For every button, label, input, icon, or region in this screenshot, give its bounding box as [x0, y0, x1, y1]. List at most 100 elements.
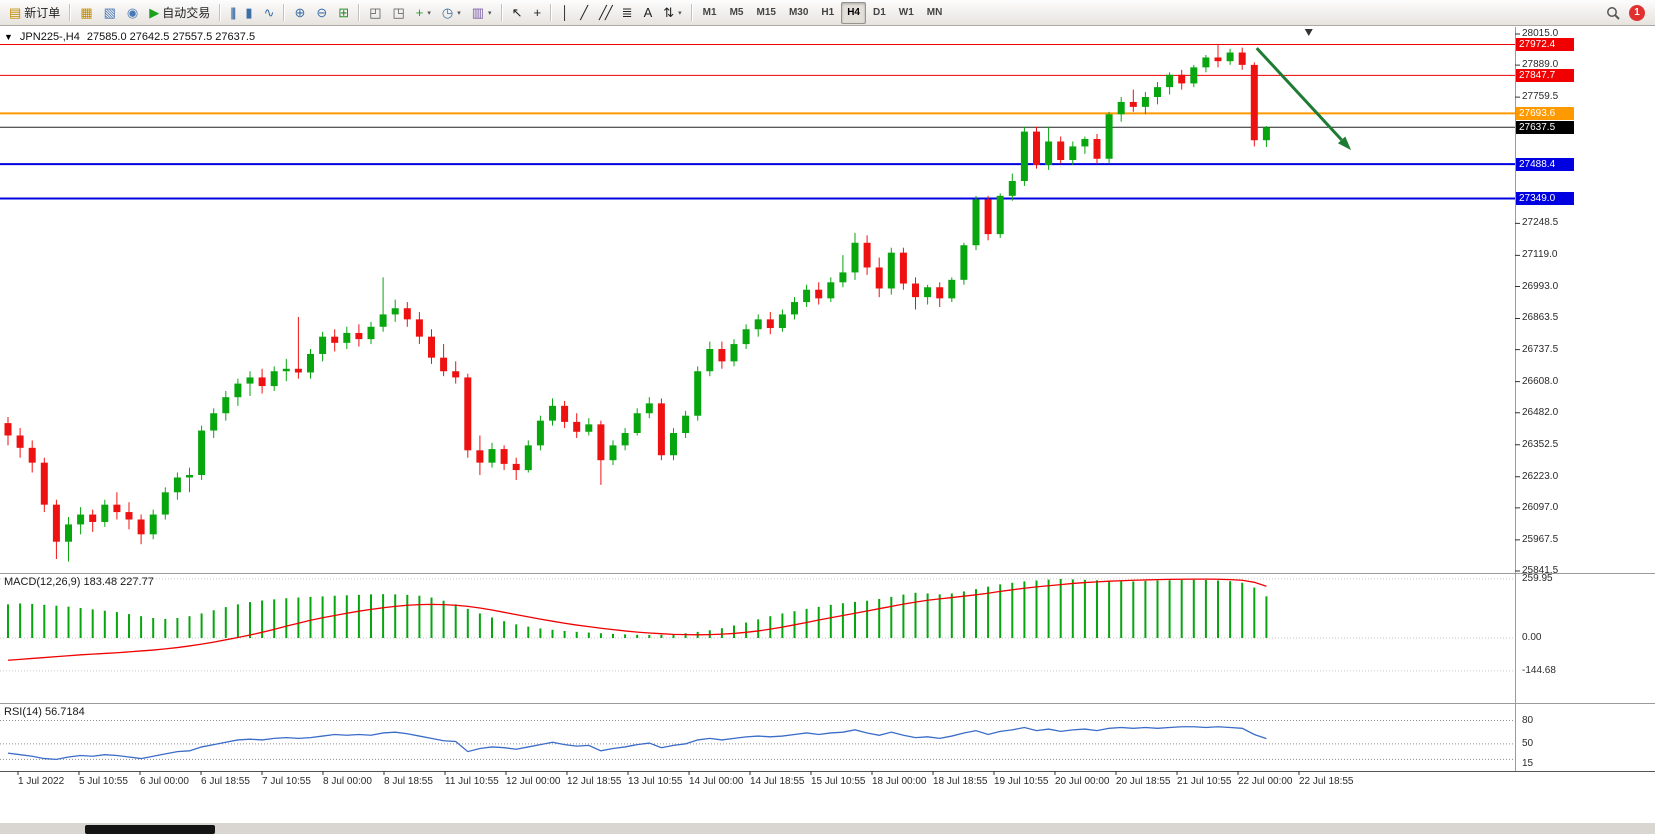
zoom-in-icon: ⊕: [294, 5, 306, 20]
toolbar-separator: [219, 4, 222, 21]
chart-title-bar: ▼ JPN225-,H4 27585.0 27642.5 27557.5 276…: [4, 31, 255, 43]
toolbar: ▤ 新订单 ▦ ▧ ◉ ▶ 自动交易 ||| ▮ ∿ ⊕ ⊖ ⊞ ◰ ◳ + ▾ ◷ ▾ ▥ ▾ ↖ + │ ╱ ╱╱ ≣ A ⇅ ▾ M1…: [0, 0, 1655, 26]
time-label: 14 Jul 18:55: [750, 776, 805, 787]
rsi-tick-label: 80: [1522, 714, 1534, 726]
timeframe-m1[interactable]: M1: [702, 7, 717, 18]
time-label: 8 Jul 00:00: [323, 776, 372, 787]
rsi-indicator-label: RSI(14) 56.7184: [4, 706, 85, 718]
bar-chart-button[interactable]: |||: [225, 1, 239, 24]
timeframe-h4[interactable]: H4: [841, 1, 866, 24]
price-tick-label: 25841.5: [1522, 565, 1559, 576]
zoom-out-icon: ⊖: [316, 5, 328, 20]
line-chart-button[interactable]: ∿: [259, 1, 280, 24]
time-label: 13 Jul 10:55: [628, 776, 683, 787]
trendline-button[interactable]: ╱: [575, 1, 593, 24]
autotrading-icon: ▶: [149, 5, 160, 20]
profiles-button[interactable]: ▧: [99, 1, 121, 24]
price-tick-label: 26352.5: [1522, 438, 1559, 450]
toolbar-separator: [69, 4, 72, 21]
templates-button[interactable]: ▥ ▾: [467, 1, 497, 24]
horizontal-level-lines[interactable]: [0, 44, 1515, 200]
text-button[interactable]: A: [639, 1, 658, 24]
tile-windows-button[interactable]: ⊞: [333, 1, 354, 24]
profiles-icon: ▧: [103, 5, 116, 20]
refresh-icon: ◉: [126, 5, 139, 20]
toolbar-group: ▦ ▧ ◉ ▶ 自动交易: [75, 1, 215, 24]
fibonacci-button[interactable]: ≣: [617, 1, 638, 24]
cursor-button[interactable]: ↖: [507, 1, 528, 24]
equidistant-channel-icon: ╱╱: [599, 5, 613, 20]
candlestick-chart-icon: ▮: [245, 5, 253, 20]
timeframe-d1[interactable]: D1: [872, 7, 886, 18]
toolbar-separator: [358, 4, 361, 21]
crosshair-icon: +: [533, 5, 542, 20]
timeframe-m5[interactable]: M5: [729, 7, 744, 18]
chart-canvas[interactable]: [0, 27, 1655, 834]
toolbar-separator: [500, 4, 503, 21]
new-order-button[interactable]: ▤ 新订单: [4, 1, 65, 24]
toolbar-groups: ▤ 新订单 ▦ ▧ ◉ ▶ 自动交易 ||| ▮ ∿ ⊕ ⊖ ⊞ ◰ ◳ + ▾ ◷ ▾ ▥ ▾ ↖ + │ ╱ ╱╱ ≣ A ⇅ ▾ M1…: [4, 1, 948, 24]
arrows-icon: ⇅: [663, 5, 675, 20]
chart-window: ▼ JPN225-,H4 27585.0 27642.5 27557.5 276…: [0, 27, 1655, 834]
time-label: 18 Jul 18:55: [933, 776, 988, 787]
chart-shift-marker[interactable]: [1304, 29, 1313, 36]
time-label: 8 Jul 18:55: [384, 776, 433, 787]
toolbar-group: ▤ 新订单: [4, 1, 65, 24]
price-tick-label: 26863.5: [1522, 312, 1559, 324]
status-strip: [0, 823, 1655, 834]
new-chart-icon: ▦: [80, 5, 93, 20]
arrange-windows-button[interactable]: ◳: [387, 1, 409, 24]
text-icon: A: [643, 5, 653, 20]
time-label: 20 Jul 00:00: [1055, 776, 1110, 787]
notification-badge[interactable]: 1: [1629, 4, 1645, 21]
time-label: 19 Jul 10:55: [994, 776, 1049, 787]
toolbar-group: ↖ +: [507, 1, 547, 24]
cursor-icon: ↖: [511, 5, 523, 20]
indicators-icon: +: [415, 5, 424, 20]
taskbar-fragment: [85, 825, 215, 834]
templates-icon: ▥: [471, 5, 485, 20]
timeframe-m15[interactable]: M15: [756, 7, 776, 18]
time-label: 7 Jul 10:55: [262, 776, 311, 787]
crosshair-button[interactable]: +: [528, 1, 546, 24]
time-label: 12 Jul 00:00: [506, 776, 561, 787]
autotrading-button[interactable]: ▶ 自动交易: [144, 1, 215, 24]
timeframe-m30[interactable]: M30: [788, 7, 809, 18]
tile-windows-icon: ⊞: [338, 5, 350, 20]
toolbar-group: │ ╱ ╱╱ ≣ A ⇅ ▾: [556, 1, 687, 24]
price-axis[interactable]: 28015.0 27889.0 27759.5 27248.5 27119.0 26993…: [1515, 27, 1655, 791]
vertical-line-button[interactable]: │: [556, 1, 574, 24]
new-chart-button[interactable]: ▦: [75, 1, 97, 24]
zoom-in-button[interactable]: ⊕: [289, 1, 310, 24]
macd-histogram: [7, 578, 1268, 638]
timeframe-mn[interactable]: MN: [926, 7, 943, 18]
caret-down-icon: ▾: [427, 9, 431, 17]
price-tick-label: 27119.0: [1522, 249, 1558, 261]
price-tick-label: 26608.0: [1522, 375, 1559, 387]
toolbar-right: 1: [1606, 4, 1651, 21]
search-button[interactable]: [1606, 6, 1620, 20]
price-tick-label: 27759.5: [1522, 91, 1559, 103]
level-price-tag: 27488.4: [1516, 157, 1574, 171]
new-order-button-label: 新订单: [24, 6, 61, 20]
cascade-windows-button[interactable]: ◰: [364, 1, 386, 24]
timeframe-w1[interactable]: W1: [898, 7, 914, 18]
refresh-button[interactable]: ◉: [122, 1, 143, 24]
time-axis[interactable]: 1 Jul 2022 5 Jul 10:55 6 Jul 00:00 6 Jul 18…: [0, 771, 1655, 791]
arrows-button[interactable]: ⇅ ▾: [658, 1, 686, 24]
price-tick-label: 26993.0: [1522, 280, 1559, 292]
rsi-name: RSI(14): [4, 706, 42, 718]
equidistant-channel-button[interactable]: ╱╱: [594, 1, 616, 24]
caret-down-icon: ▾: [488, 9, 492, 17]
time-label: 6 Jul 00:00: [140, 776, 189, 787]
trend-arrow-annotation[interactable]: [1255, 47, 1352, 151]
candlestick-chart-button[interactable]: ▮: [240, 1, 257, 24]
timeframe-h1[interactable]: H1: [821, 7, 835, 18]
price-tick-label: 27889.0: [1522, 59, 1559, 71]
current-price-tag: 27637.5: [1516, 120, 1574, 134]
periods-button[interactable]: ◷ ▾: [437, 1, 466, 24]
indicators-button[interactable]: + ▾: [411, 1, 436, 24]
one-click-trading-arrow[interactable]: ▼: [4, 31, 13, 42]
time-label: 22 Jul 18:55: [1299, 776, 1354, 787]
zoom-out-button[interactable]: ⊖: [311, 1, 332, 24]
